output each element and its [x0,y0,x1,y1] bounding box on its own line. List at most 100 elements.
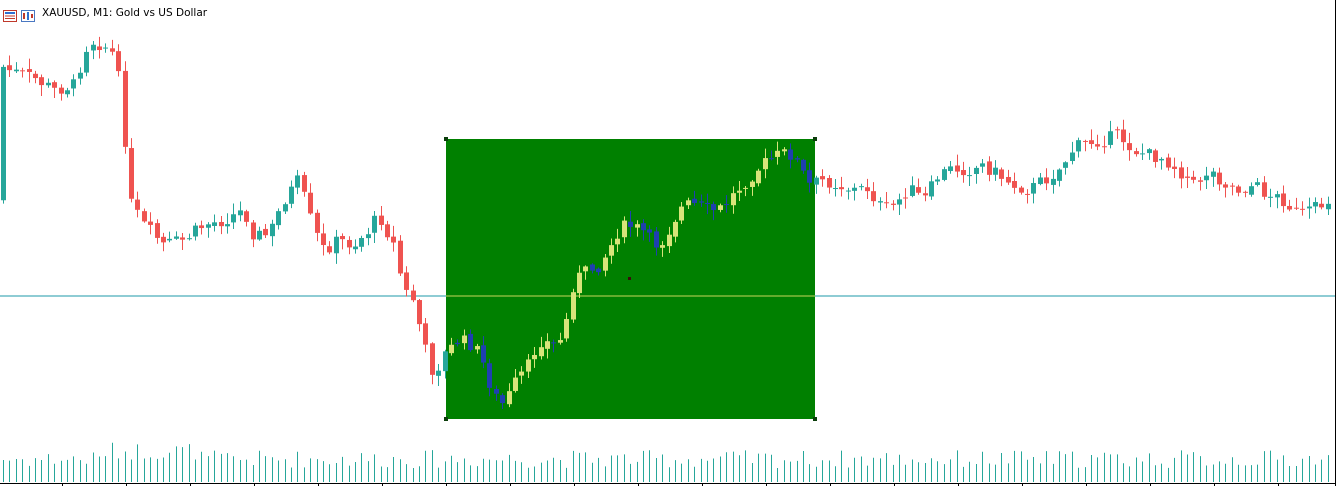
candle-body [1211,171,1216,177]
candle-body [1198,180,1203,182]
candle-body [1281,193,1286,207]
chart-window-icon[interactable] [3,7,17,22]
candle-body [1019,187,1024,193]
candle-body [724,204,729,206]
candle-body [935,179,940,182]
candle-body [1115,129,1120,131]
candle-body [673,221,678,237]
candle-body [359,237,364,247]
candle-body [1134,151,1139,155]
candle-body [993,167,998,175]
candle-body [603,257,608,271]
candle-body [1057,169,1062,181]
candle-body [379,215,384,225]
candle-body [1262,182,1267,197]
candle-body [814,177,819,185]
candle-body [110,48,115,52]
candle-body [987,161,992,175]
candle-body [596,268,601,273]
rectangle-anchor-handle [813,137,817,141]
candle-body [14,69,19,72]
candle-body [615,238,620,245]
candle-body [1070,152,1075,162]
candle-body [1121,129,1126,143]
symbol-properties-icon[interactable] [21,7,35,22]
candle-body [225,224,230,227]
candle-body [302,175,307,192]
candle-body [679,206,684,221]
candle-body [334,236,339,254]
candle-body [1102,146,1107,148]
candle-body [1287,205,1292,210]
candle-body [417,300,422,325]
candle-body [39,77,44,86]
candle-body [865,187,870,192]
candle-body [628,221,633,227]
candle-body [212,222,217,226]
candle-body [391,236,396,243]
candle-body [411,290,416,301]
candle-body [782,149,787,152]
candle-body [148,221,153,225]
candle-body [955,165,960,172]
candle-body [27,69,32,72]
candle-body [961,170,966,176]
candle-body [519,371,524,376]
candle-body [795,158,800,160]
candle-body [859,186,864,188]
candle-body [801,159,806,171]
candle-body [462,335,467,344]
candle-body [839,187,844,190]
candle-body [711,204,716,211]
candle-body [820,176,825,180]
candle-body [1089,140,1094,145]
candle-body [948,166,953,172]
candle-body [1,66,6,201]
candle-body [769,158,774,160]
candle-body [513,377,518,391]
candle-body [999,169,1004,179]
candle-body [686,200,691,206]
candle-body [756,170,761,184]
candle-body [833,188,838,190]
candle-body [1140,153,1145,155]
chart-title-bar: XAUUSD, M1: Gold vs US Dollar [0,0,207,26]
candle-body [807,170,812,183]
candle-body [980,163,985,167]
candle-body [174,236,179,239]
candle-body [199,225,204,229]
candle-body [1153,150,1158,162]
candle-body [1249,186,1254,195]
candle-body [116,51,121,72]
candle-body [52,82,57,88]
candle-body [65,90,70,95]
candle-body [1191,176,1196,180]
candle-body [340,236,345,240]
candle-body [449,344,454,354]
candle-body [884,202,889,204]
candle-body [295,175,300,188]
chart-title: XAUUSD, M1: Gold vs US Dollar [42,7,208,19]
candle-body [852,187,857,191]
candle-body [737,190,742,193]
candle-body [1159,158,1164,161]
candle-body [763,158,768,170]
candle-body [507,391,512,405]
candle-body [923,193,928,196]
candle-body [78,72,83,79]
candle-body [743,187,748,189]
candle-body [244,211,249,222]
candle-body [878,201,883,203]
candle-body [97,46,102,51]
candle-body [193,225,198,237]
candle-body [699,201,704,203]
candle-body [206,224,211,228]
candle-body [871,191,876,202]
candle-body [430,343,435,375]
candle-body [660,245,665,248]
candle-body [1166,157,1171,168]
candle-body [577,272,582,294]
candle-body [251,222,256,240]
